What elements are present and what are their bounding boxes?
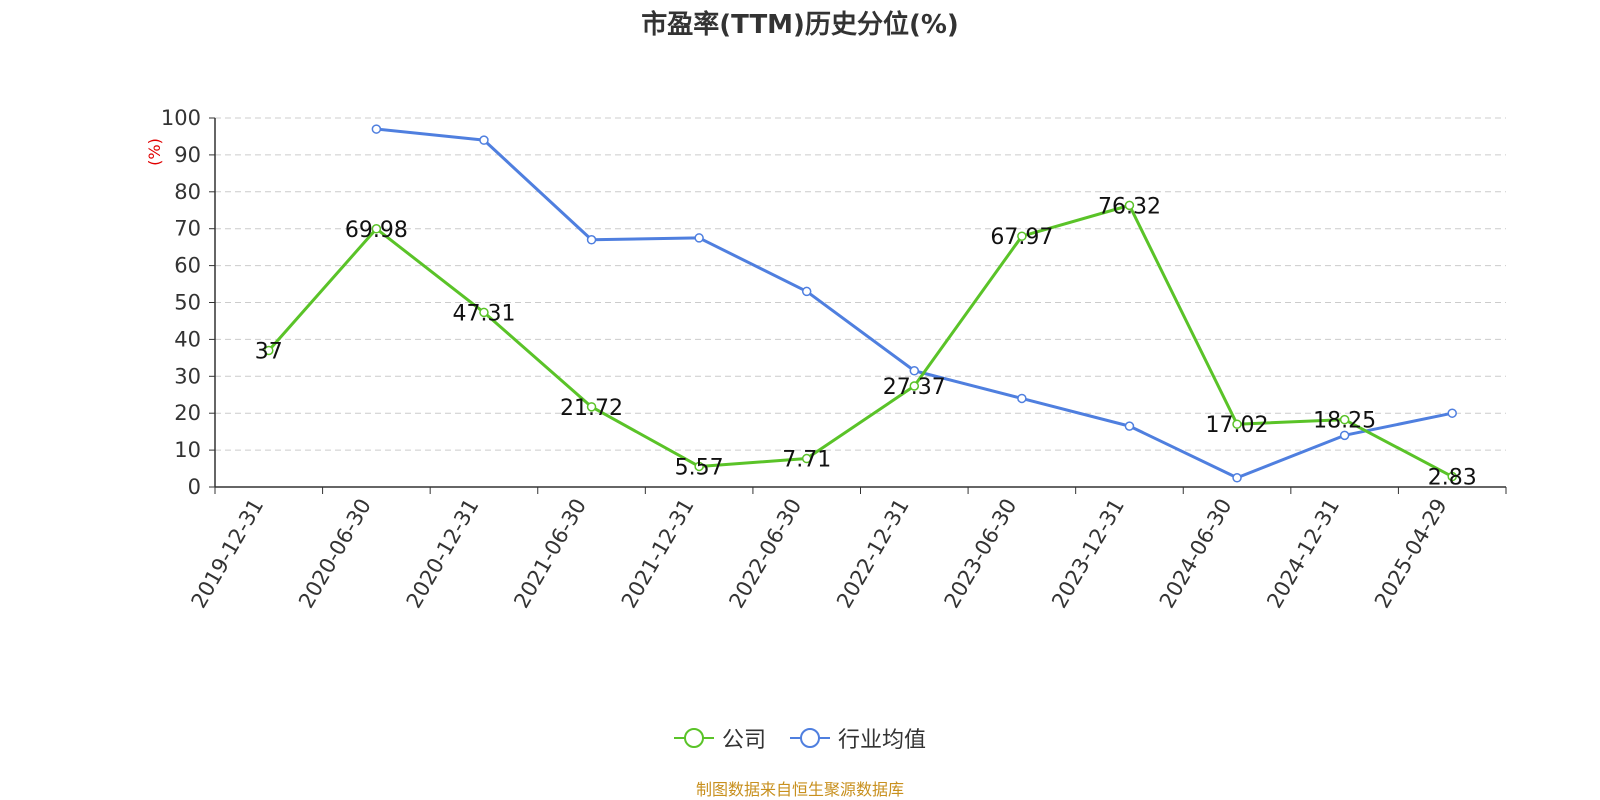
- x-tick-label: 2023-12-31: [1047, 495, 1129, 613]
- data-point: [1017, 231, 1027, 241]
- x-tick-label: 2019-12-31: [187, 495, 269, 613]
- source-note: 制图数据来自恒生聚源数据库: [695, 780, 904, 799]
- y-tick-labels: 0 10 20 30 40 50 60 70 80 90 100: [161, 106, 201, 499]
- y-tick-label: 100: [161, 106, 201, 130]
- x-tick-label: 2022-12-31: [832, 495, 914, 613]
- data-label: 76.32: [1098, 194, 1161, 219]
- data-label: 17.02: [1206, 413, 1269, 438]
- x-tick-label: 2024-12-31: [1262, 495, 1344, 613]
- data-point: [1124, 200, 1135, 211]
- x-tick-label: 2020-12-31: [402, 495, 484, 613]
- data-label: 47.31: [452, 301, 515, 326]
- data-point: [1017, 393, 1027, 404]
- data-label: 5.57: [675, 455, 724, 480]
- data-labels: 37 69.98 47.31 21.72 5.57 7.71 27.37 67.97 76.32…: [255, 194, 1477, 490]
- data-point: [479, 307, 489, 318]
- data-point: [1339, 430, 1350, 441]
- data-point: [801, 286, 812, 297]
- legend-industry-icon: [790, 728, 830, 748]
- data-point: [909, 381, 920, 391]
- chart-title: 市盈率(TTM)历史分位(%): [641, 10, 959, 40]
- x-tick-labels: 2019-12-31 2020-06-30 2020-12-31 2021-06-30…: [187, 495, 1452, 613]
- y-tick-label: 50: [174, 291, 201, 315]
- y-tick-label: 10: [174, 438, 201, 462]
- data-point: [909, 366, 920, 376]
- y-tick-label: 0: [188, 475, 201, 499]
- y-tick-label: 30: [174, 364, 201, 388]
- series-line-industry: [376, 127, 1453, 480]
- data-point: [1447, 408, 1457, 418]
- data-point: [694, 461, 704, 472]
- y-tick-label: 20: [174, 401, 201, 425]
- data-point: [694, 233, 704, 243]
- legend-item-company[interactable]: 公司: [673, 722, 766, 754]
- x-tick-label: 2022-06-30: [724, 495, 806, 613]
- legend-item-industry[interactable]: 行业均值: [790, 722, 926, 754]
- data-label: 2.83: [1428, 466, 1477, 491]
- data-label: 18.25: [1313, 409, 1376, 434]
- data-label: 27.37: [883, 375, 946, 400]
- grid-lines: [215, 117, 1506, 451]
- data-point: [1447, 471, 1457, 482]
- y-axis-label: (%): [145, 138, 164, 166]
- data-point: [371, 224, 382, 234]
- legend-company-icon: [673, 728, 714, 748]
- series-line-company: [267, 203, 1453, 478]
- data-point: [1124, 421, 1135, 431]
- legend-label-company: 公司: [721, 728, 766, 753]
- data-point: [1232, 473, 1242, 483]
- axes: [209, 117, 1507, 494]
- data-point: [371, 124, 382, 134]
- y-tick-label: 80: [174, 180, 201, 204]
- line-chart: 0 10 20 30 40 50 60 70 80 90 100 2019-12-31 2020-06…: [145, 106, 1507, 613]
- data-label: 67.97: [990, 225, 1053, 250]
- y-tick-label: 40: [174, 327, 201, 351]
- series-layer: [264, 124, 1457, 483]
- y-tick-label: 60: [174, 254, 201, 278]
- data-point: [264, 345, 274, 356]
- x-tick-label: 2020-06-30: [294, 495, 376, 613]
- x-tick-label: 2021-06-30: [509, 495, 591, 613]
- data-point: [479, 135, 489, 145]
- data-label: 7.71: [782, 448, 831, 473]
- data-point: [586, 235, 597, 245]
- data-point: [1232, 419, 1242, 429]
- legend: 公司 行业均值: [0, 720, 1600, 756]
- x-tick-label: 2021-12-31: [617, 495, 699, 613]
- y-tick-label: 70: [174, 217, 201, 241]
- y-tick-label: 90: [174, 143, 201, 167]
- x-tick-label: 2023-06-30: [940, 495, 1022, 613]
- legend-label-industry: 行业均值: [838, 728, 927, 753]
- data-point: [1339, 414, 1350, 425]
- data-label: 69.98: [345, 218, 408, 243]
- x-tick-label: 2025-04-29: [1370, 495, 1452, 613]
- data-label: 21.72: [560, 396, 623, 421]
- x-tick-label: 2024-06-30: [1155, 495, 1237, 613]
- data-point: [586, 402, 597, 412]
- data-point: [801, 453, 812, 464]
- data-label: 37: [255, 339, 283, 364]
